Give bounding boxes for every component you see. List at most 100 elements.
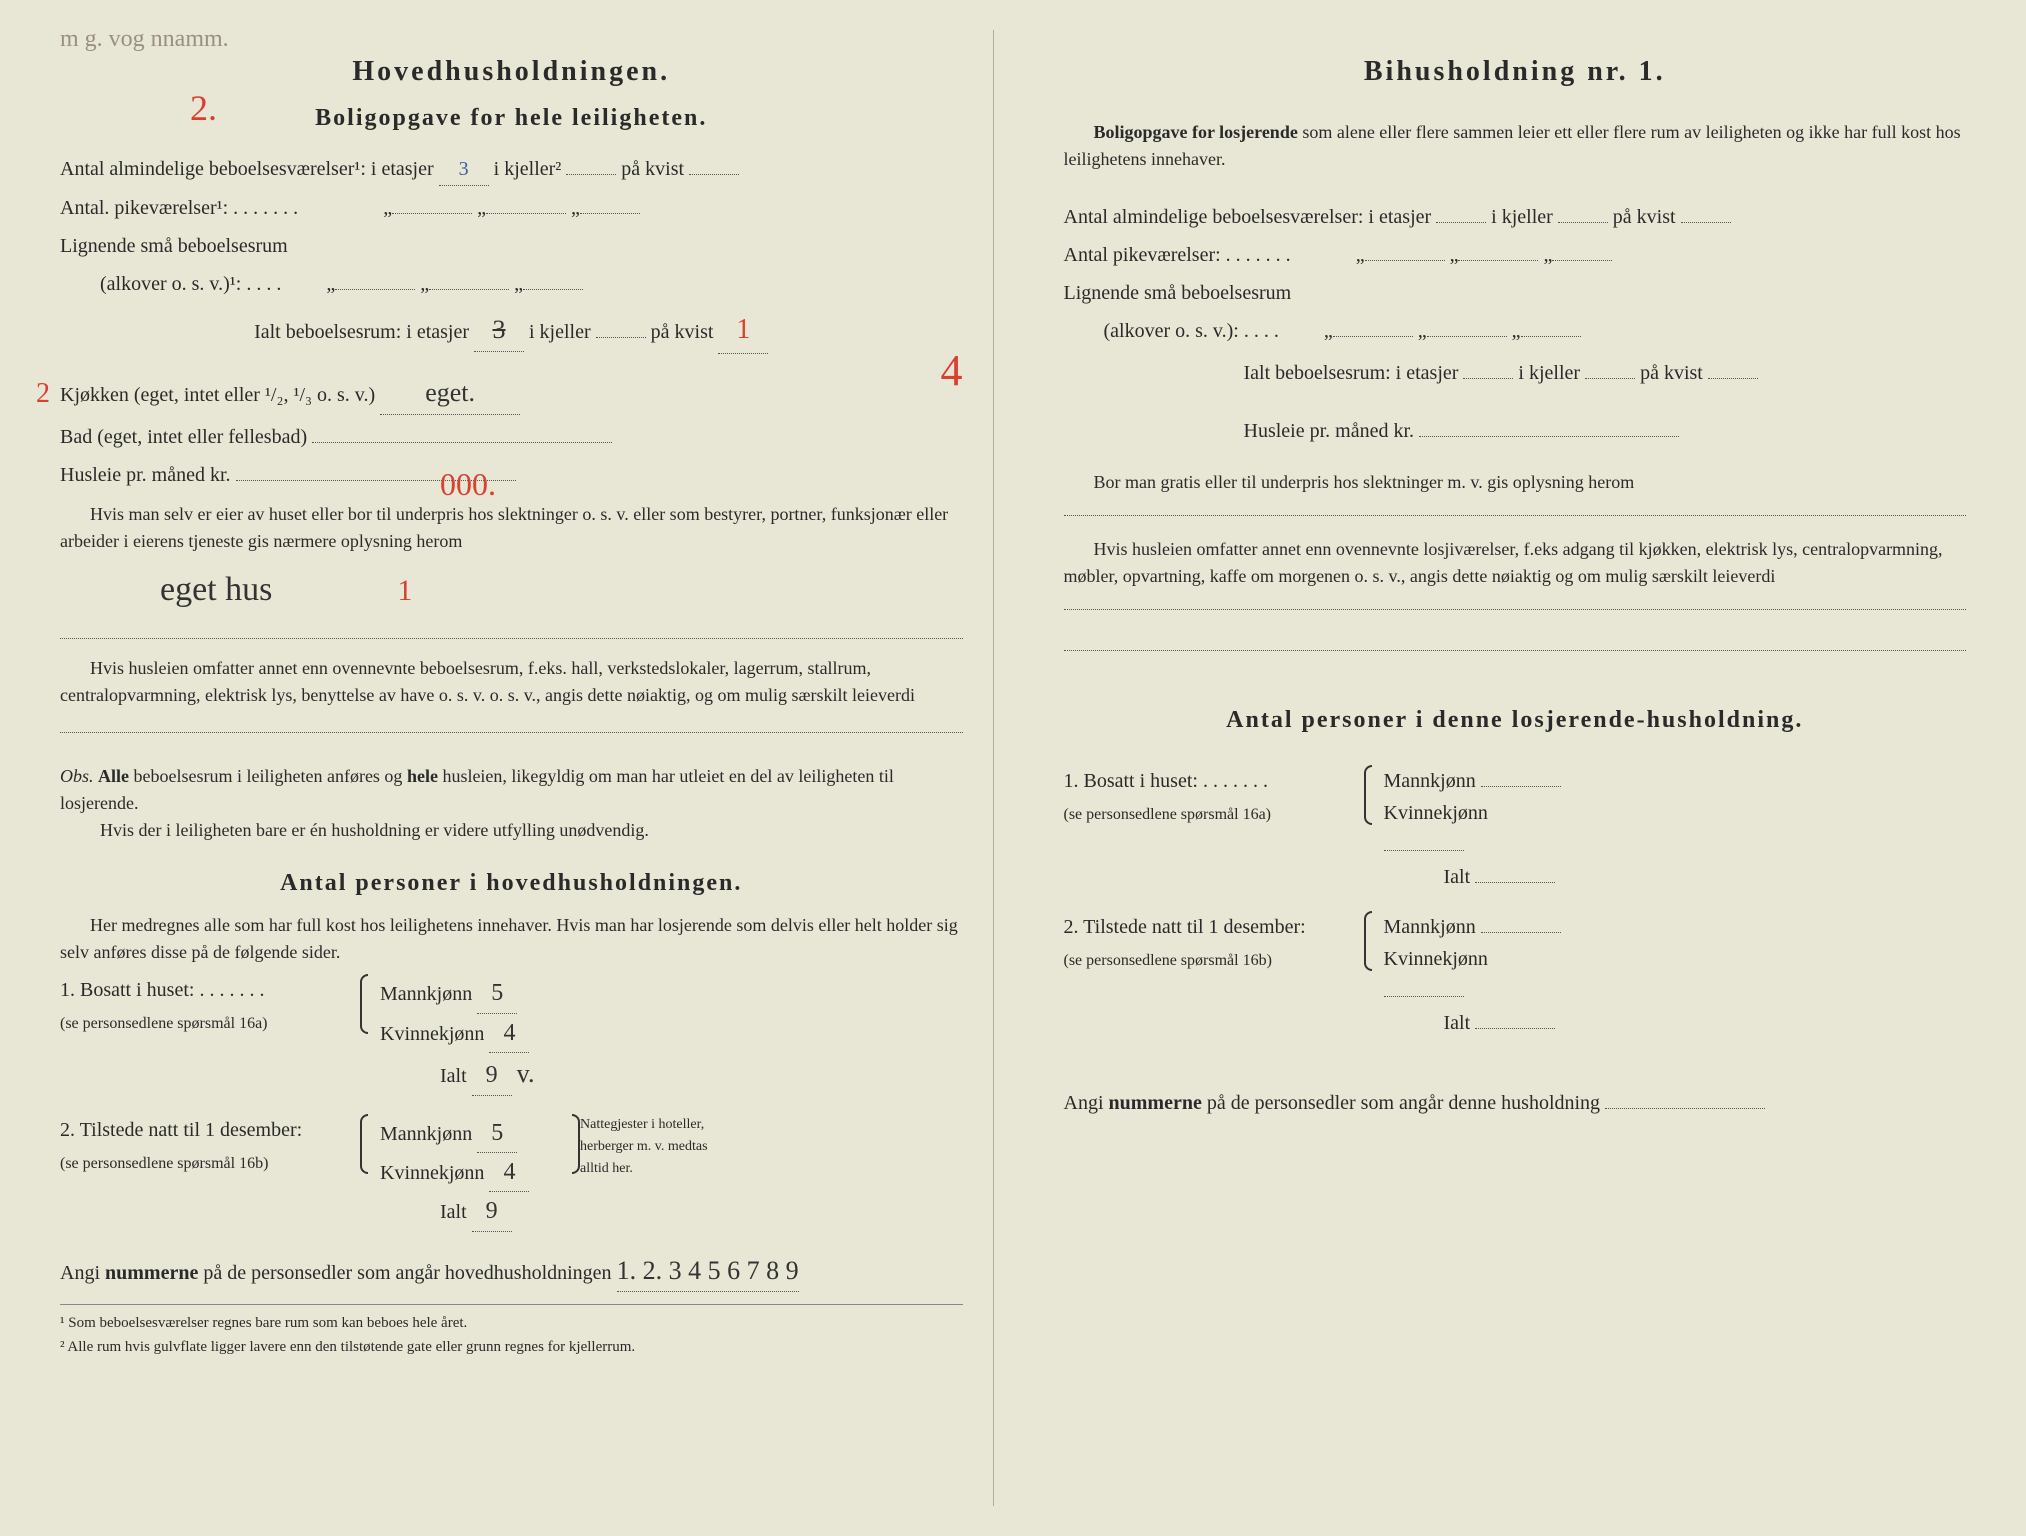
l4-mid: i kjeller xyxy=(529,321,591,343)
obs-block: Obs. Alle beboelsesrum i leiligheten anf… xyxy=(60,763,963,844)
angi-val: 1. 2. 3 4 5 6 7 8 9 xyxy=(617,1250,799,1293)
r-ialt-label-2: Ialt xyxy=(1444,1012,1471,1034)
q2-m: 5 xyxy=(477,1114,517,1153)
l1-val3 xyxy=(689,174,739,175)
r-q1-row: 1. Bosatt i huset: . . . . . . . (se per… xyxy=(1064,765,1967,893)
obs2: Hvis der i leiligheten bare er én hushol… xyxy=(100,820,649,840)
r-l4-mid: i kjeller xyxy=(1518,362,1580,384)
q1-m: 5 xyxy=(477,974,517,1013)
r-line-2: Antal pikeværelser: . . . . . . . „ „ „ xyxy=(1064,239,1967,271)
q1-label: Bosatt i huset: . . . . . . . xyxy=(80,979,264,1001)
r-line-4: Ialt beboelsesrum: i etasjer i kjeller p… xyxy=(1244,357,1967,389)
r-husleie-label: Husleie pr. måned kr. xyxy=(1244,420,1415,442)
r-q2-num: 2. xyxy=(1064,916,1079,938)
line-3: Lignende små beboelsesrum xyxy=(60,230,963,262)
q1-i: 9 xyxy=(472,1056,512,1095)
top-handwriting: m g. vog nnamm. xyxy=(60,20,229,58)
sec2-note: Her medregnes alle som har full kost hos… xyxy=(60,912,963,966)
r-q2-sub: (se personsedlene spørsmål 16b) xyxy=(1064,952,1272,969)
r-line-3b: (alkover o. s. v.): . . . . „ „ „ xyxy=(1104,315,1967,347)
line-1: Antal almindelige beboelsesværelser¹: i … xyxy=(60,153,963,186)
q2-i: 9 xyxy=(472,1192,512,1231)
l4-val3: 1 xyxy=(718,308,768,354)
q2-note: Nattegjester i hoteller, herberger m. v.… xyxy=(580,1114,730,1181)
ialt-label-2: Ialt xyxy=(440,1201,467,1223)
line-3b: (alkover o. s. v.)¹: . . . . „ „ „ xyxy=(100,268,963,300)
r-kvinne-label-2: Kvinnekjønn xyxy=(1384,948,1488,970)
bad-label: Bad (eget, intet eller fellesbad) xyxy=(60,426,307,448)
left-page: m g. vog nnamm. 2. Hovedhusholdningen. B… xyxy=(30,30,994,1506)
l1-val2 xyxy=(566,174,616,175)
bad-line: Bad (eget, intet eller fellesbad) xyxy=(60,421,963,453)
obs-pre: Obs. xyxy=(60,766,94,786)
l1-end: på kvist xyxy=(621,158,684,180)
line-4: Ialt beboelsesrum: i etasjer 3 i kjeller… xyxy=(60,308,963,354)
q2-sub: (se personsedlene spørsmål 16b) xyxy=(60,1155,268,1172)
l4-val2 xyxy=(596,337,646,338)
r-q1-label: Bosatt i huset: . . . . . . . xyxy=(1084,770,1268,792)
r-hvis: Hvis husleien omfatter annet enn ovennev… xyxy=(1064,536,1967,590)
red-annotation-2: 2. xyxy=(190,80,217,138)
q1-num: 1. xyxy=(60,979,75,1001)
r-angi-line: Angi nummerne på de personsedler som ang… xyxy=(1064,1087,1967,1119)
r-gratis: Bor man gratis eller til underpris hos s… xyxy=(1064,469,1967,496)
l3b-label: (alkover o. s. v.)¹: . . . . xyxy=(100,273,281,295)
q1-row: 1. Bosatt i huset: . . . . . . . (se per… xyxy=(60,974,963,1095)
r-l4-pre: Ialt beboelsesrum: i etasjer xyxy=(1244,362,1459,384)
husleie-label: Husleie pr. måned kr. xyxy=(60,464,231,486)
red-margin-2: 2 xyxy=(36,372,50,417)
r-q1-sub: (se personsedlene spørsmål 16a) xyxy=(1064,806,1272,823)
mann-label: Mannkjønn xyxy=(380,983,472,1005)
r-ialt-label: Ialt xyxy=(1444,866,1471,888)
q2-label: Tilstede natt til 1 desember: xyxy=(80,1119,303,1141)
r-kvinne-label: Kvinnekjønn xyxy=(1384,802,1488,824)
footnotes: ¹ Som beboelsesværelser regnes bare rum … xyxy=(60,1304,963,1359)
husleie-val: 000. xyxy=(440,459,496,510)
l1-label: Antal almindelige beboelsesværelser¹: i … xyxy=(60,158,434,180)
hvis1-val-line: eget hus 1 xyxy=(60,563,963,617)
kvinne-label: Kvinnekjønn xyxy=(380,1023,484,1045)
kjokken-line: 2 Kjøkken (eget, intet eller ¹/₂, ¹/₃ o.… xyxy=(60,372,963,415)
q2-k: 4 xyxy=(489,1153,529,1192)
r-l1-label: Antal almindelige beboelsesværelser: i e… xyxy=(1064,206,1432,228)
fn1: ¹ Som beboelsesværelser regnes bare rum … xyxy=(60,1311,963,1335)
kjokken-label: Kjøkken (eget, intet eller ¹/₂, ¹/₃ o. s… xyxy=(60,384,375,406)
r-mann-label-2: Mannkjønn xyxy=(1384,916,1476,938)
l2-label: Antal. pikeværelser¹: . . . . . . . xyxy=(60,197,298,219)
fn2: ² Alle rum hvis gulvflate ligger lavere … xyxy=(60,1335,963,1359)
r-l4-end: på kvist xyxy=(1640,362,1703,384)
r-sec2-title: Antal personer i denne losjerende-hushol… xyxy=(1064,701,1967,739)
r-husleie: Husleie pr. måned kr. xyxy=(1244,415,1967,447)
hvis1: Hvis man selv er eier av huset eller bor… xyxy=(60,501,963,555)
q1-check: v. xyxy=(517,1059,535,1088)
line-2: Antal. pikeværelser¹: . . . . . . . „ „ … xyxy=(60,192,963,224)
l4-end: på kvist xyxy=(651,321,714,343)
r-l3b-label: (alkover o. s. v.): . . . . xyxy=(1104,320,1279,342)
husleie-line: Husleie pr. måned kr. 000. xyxy=(60,459,963,491)
kvinne-label-2: Kvinnekjønn xyxy=(380,1162,484,1184)
l4-pre: Ialt beboelsesrum: i etasjer xyxy=(254,321,469,343)
l1-mid: i kjeller² xyxy=(494,158,562,180)
l4-val1: 3 xyxy=(474,309,524,352)
q1-sub: (se personsedlene spørsmål 16a) xyxy=(60,1015,268,1032)
r-q1-num: 1. xyxy=(1064,770,1079,792)
r-mann-label: Mannkjønn xyxy=(1384,770,1476,792)
right-title: Bihusholdning nr. 1. xyxy=(1064,50,1967,95)
right-page: Bihusholdning nr. 1. Boligopgave for los… xyxy=(1034,30,1997,1506)
l1-val1: 3 xyxy=(439,153,489,186)
r-q2-row: 2. Tilstede natt til 1 desember: (se per… xyxy=(1064,911,1967,1039)
q2-num: 2. xyxy=(60,1119,75,1141)
right-intro: Boligopgave for losjerende som alene ell… xyxy=(1064,119,1967,173)
mann-label-2: Mannkjønn xyxy=(380,1123,472,1145)
ialt-label: Ialt xyxy=(440,1065,467,1087)
document-spread: m g. vog nnamm. 2. Hovedhusholdningen. B… xyxy=(30,30,1996,1506)
r-l1-mid: i kjeller xyxy=(1491,206,1553,228)
r-line-1: Antal almindelige beboelsesværelser: i e… xyxy=(1064,201,1967,233)
sec2-title: Antal personer i hovedhusholdningen. xyxy=(60,864,963,902)
hvis2: Hvis husleien omfatter annet enn ovennev… xyxy=(60,655,963,709)
q1-k: 4 xyxy=(489,1014,529,1053)
hvis1-val: eget hus xyxy=(160,571,272,608)
q2-row: 2. Tilstede natt til 1 desember: (se per… xyxy=(60,1114,963,1232)
r-l1-end: på kvist xyxy=(1613,206,1676,228)
r-l2-label: Antal pikeværelser: . . . . . . . xyxy=(1064,244,1291,266)
